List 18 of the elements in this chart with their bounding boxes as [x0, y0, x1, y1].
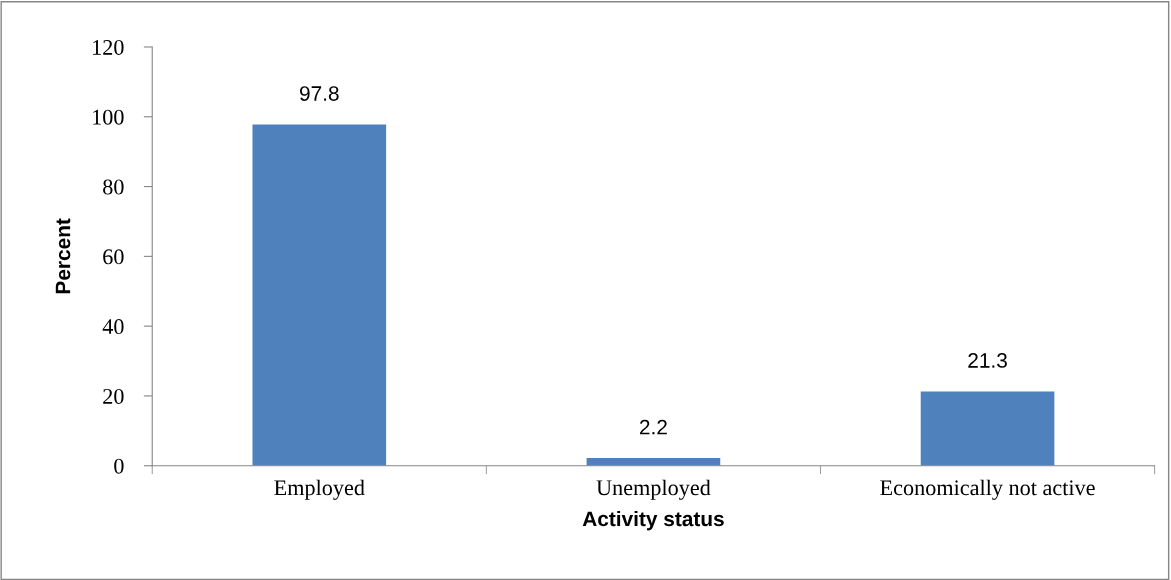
y-tick-label: 100	[93, 109, 124, 125]
y-tick-label: 40	[102, 319, 124, 335]
data-label: 21.3	[968, 353, 1007, 368]
y-tick-label: 0	[114, 458, 124, 474]
x-tick-label: Economically not active	[880, 479, 1095, 500]
data-label: 2.2	[639, 419, 667, 435]
y-tick-label: 120	[93, 39, 124, 55]
bar	[920, 391, 1055, 466]
data-label: 97.8	[300, 86, 339, 101]
x-axis-title: Activity status	[582, 510, 724, 531]
y-tick-label: 20	[103, 388, 124, 404]
y-axis-title: Percent	[55, 218, 71, 294]
bar	[586, 458, 721, 466]
bar	[252, 124, 387, 466]
y-tick-label: 60	[103, 249, 124, 265]
x-tick-label: Employed	[274, 479, 365, 500]
x-tick-label: Unemployed	[596, 479, 711, 500]
y-tick-label: 80	[103, 179, 124, 195]
